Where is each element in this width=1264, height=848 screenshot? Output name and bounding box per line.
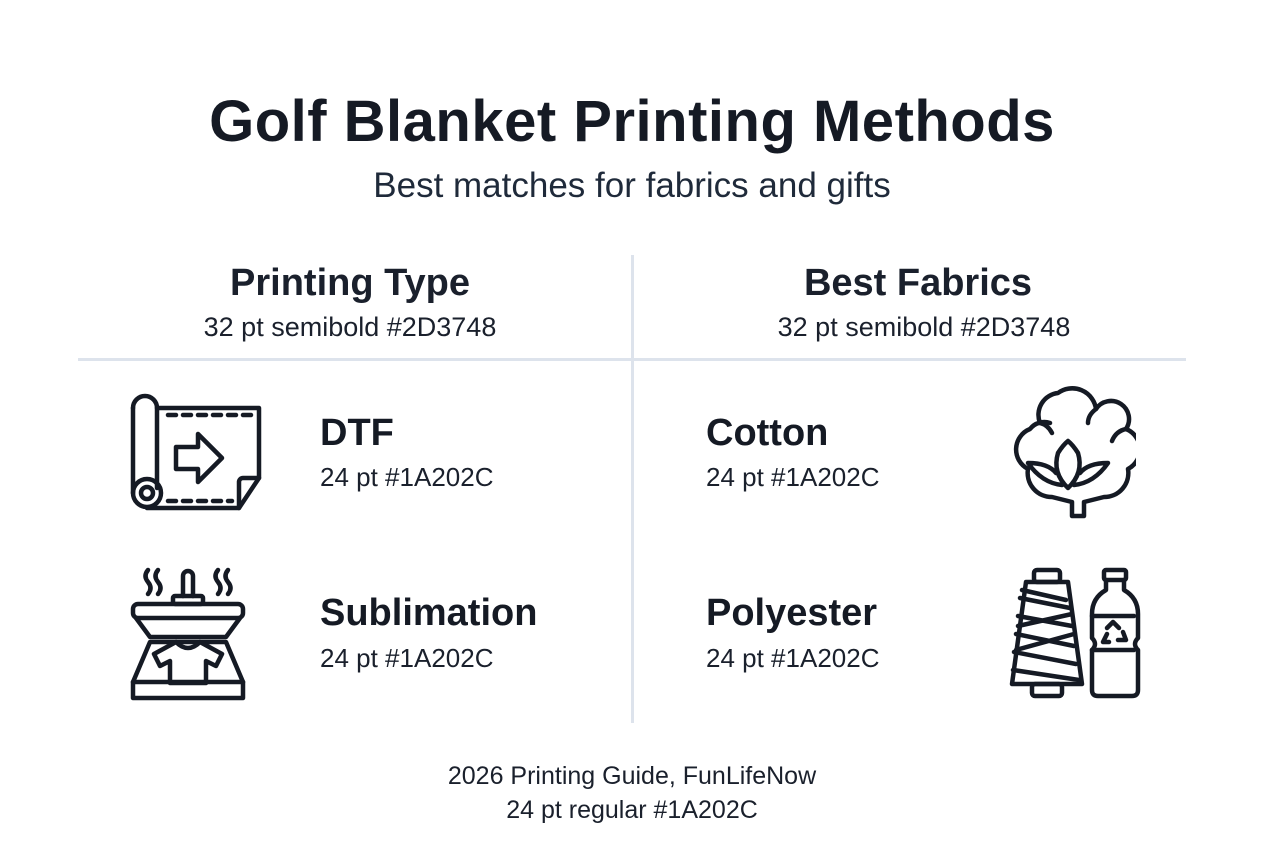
- footer-credit: 2026 Printing Guide, FunLifeNow: [447, 762, 817, 790]
- item-style-note: 24 pt #1A202C: [320, 462, 494, 492]
- page-subtitle: Best matches for fabrics and gifts: [373, 166, 891, 205]
- footer-style-note: 24 pt regular #1A202C: [506, 796, 758, 824]
- printing-type-sublimation: Sublimation: [320, 592, 538, 634]
- item-style-note: 24 pt #1A202C: [706, 462, 880, 492]
- column-style-note: 32 pt semibold #2D3748: [777, 312, 1071, 342]
- column-style-note: 32 pt semibold #2D3748: [203, 312, 497, 342]
- item-style-note: 24 pt #1A202C: [706, 643, 880, 673]
- printing-type-dtf: DTF: [320, 412, 394, 454]
- heat-press-icon: [130, 567, 246, 701]
- header-divider: [78, 358, 1186, 361]
- column-heading-printing-type: Printing Type: [230, 262, 470, 304]
- item-style-note: 24 pt #1A202C: [320, 643, 494, 673]
- fabric-polyester: Polyester: [706, 592, 878, 634]
- cotton-boll-icon: [1013, 386, 1136, 519]
- film-roll-arrow-icon: [130, 393, 262, 511]
- page-title: Golf Blanket Printing Methods: [209, 89, 1055, 154]
- column-heading-best-fabrics: Best Fabrics: [803, 262, 1033, 304]
- thread-spool-bottle-icon: [1009, 567, 1141, 699]
- column-divider: [631, 255, 634, 723]
- fabric-cotton: Cotton: [706, 412, 829, 454]
